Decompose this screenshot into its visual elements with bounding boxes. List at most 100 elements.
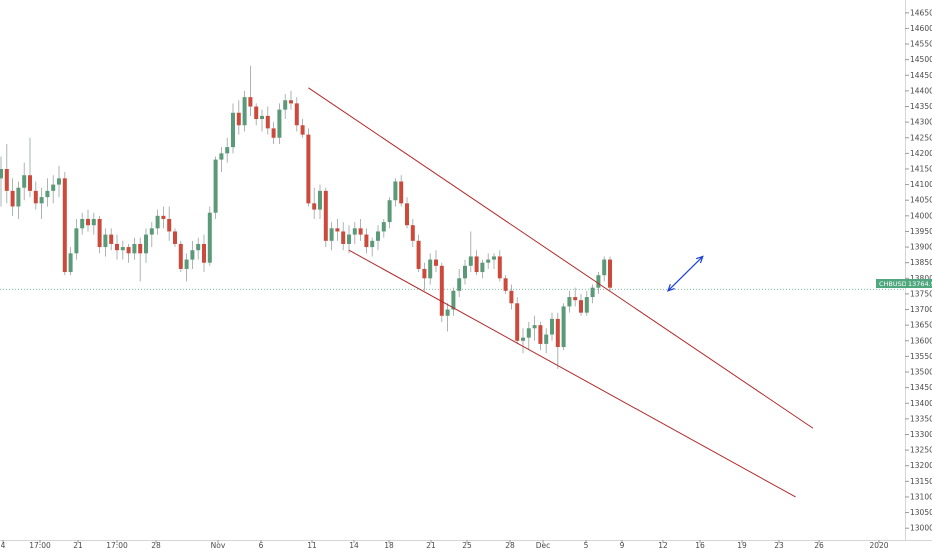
candle-up bbox=[260, 115, 264, 120]
candle-down bbox=[289, 100, 293, 104]
candle-up bbox=[486, 259, 491, 263]
candle-up bbox=[155, 215, 160, 229]
candle-down bbox=[10, 190, 15, 207]
price-tick-label: 13400.0 bbox=[910, 399, 932, 408]
candle-down bbox=[364, 234, 369, 248]
time-tick-label: 17:00 bbox=[29, 541, 51, 550]
candle-up bbox=[68, 253, 73, 273]
candle-up bbox=[480, 262, 485, 273]
price-tick-label: 13850.0 bbox=[910, 258, 932, 267]
candle-down bbox=[503, 278, 508, 291]
time-tick-label: 12 bbox=[658, 541, 668, 550]
candle-up bbox=[132, 243, 137, 254]
time-tick-label: 21 bbox=[426, 541, 436, 550]
candle-down bbox=[323, 190, 328, 241]
time-tick-label: 21 bbox=[73, 541, 83, 550]
candle-up bbox=[457, 278, 462, 291]
price-tick-label: 14200.0 bbox=[910, 149, 932, 158]
candle-up bbox=[468, 256, 473, 266]
candle-down bbox=[434, 259, 438, 266]
price-tick-label: 14650.0 bbox=[910, 8, 932, 17]
candle-down bbox=[579, 300, 583, 313]
candle-up bbox=[57, 178, 61, 185]
price-tick-label: 14050.0 bbox=[910, 196, 932, 205]
candle-down bbox=[416, 240, 421, 269]
candle-down bbox=[62, 178, 67, 273]
time-tick-label: 6 bbox=[259, 541, 264, 550]
candle-down bbox=[335, 228, 340, 232]
time-tick-label: 2020 bbox=[869, 541, 888, 550]
candle-down bbox=[300, 125, 305, 135]
candle-down bbox=[555, 318, 560, 348]
candle-down bbox=[4, 168, 9, 191]
price-tick-label: 13900.0 bbox=[910, 243, 932, 252]
price-tick-label: 14550.0 bbox=[910, 40, 932, 49]
price-tick-label: 13600.0 bbox=[910, 336, 932, 345]
time-tick-label: 19 bbox=[737, 541, 747, 550]
price-tick-label: 14350.0 bbox=[910, 102, 932, 111]
candle-up bbox=[445, 309, 450, 316]
price-tick-label: 14600.0 bbox=[910, 24, 932, 33]
candle-up bbox=[329, 228, 334, 241]
candle-up bbox=[22, 175, 27, 188]
price-tick-label: 14500.0 bbox=[910, 55, 932, 64]
candle-down bbox=[294, 103, 299, 126]
plot-area[interactable] bbox=[0, 65, 905, 498]
candle-up bbox=[45, 190, 50, 198]
price-tick-label: 13800.0 bbox=[910, 274, 932, 283]
projection-arrow-head bbox=[695, 255, 704, 264]
candle-up bbox=[213, 159, 218, 213]
candle-up bbox=[219, 153, 224, 160]
time-axis[interactable]: 4 17:00 21 17:00 28 Nov 6 11 14 18 21 25 28 Dec 5 9 12 16… bbox=[1, 540, 889, 550]
candle-down bbox=[515, 303, 520, 341]
candle-down bbox=[341, 231, 346, 244]
candle-up bbox=[428, 259, 433, 279]
time-tick-label: 28 bbox=[151, 541, 161, 550]
candle-up bbox=[103, 234, 108, 248]
candle-up bbox=[196, 243, 201, 251]
price-tick-label: 13100.0 bbox=[910, 492, 932, 501]
candle-down bbox=[474, 256, 479, 273]
candle-down bbox=[422, 268, 427, 279]
candle-up bbox=[207, 212, 212, 263]
candle-down bbox=[439, 265, 444, 316]
candle-down bbox=[28, 175, 32, 191]
candle-up bbox=[190, 250, 195, 260]
candle-down bbox=[178, 243, 183, 269]
candle-up bbox=[225, 147, 230, 154]
candle-up bbox=[277, 109, 282, 138]
candle-up bbox=[370, 240, 375, 248]
price-tick-label: 13000.0 bbox=[910, 524, 932, 533]
candle-up bbox=[242, 97, 247, 126]
candle-up bbox=[567, 297, 572, 307]
candle-down bbox=[202, 243, 206, 263]
candle-up bbox=[80, 218, 85, 229]
candle-down bbox=[608, 259, 612, 288]
candle-down bbox=[236, 112, 241, 126]
price-tick-label: 13750.0 bbox=[910, 289, 932, 298]
candle-up bbox=[0, 168, 3, 179]
candle-up bbox=[532, 325, 537, 329]
candle-down bbox=[265, 115, 270, 129]
candle-down bbox=[306, 134, 311, 204]
time-tick-label: 25 bbox=[462, 541, 472, 550]
candle-down bbox=[109, 234, 114, 244]
candle-up bbox=[74, 228, 79, 254]
time-tick-label: 5 bbox=[584, 541, 589, 550]
candle-down bbox=[138, 243, 143, 254]
time-tick-label: 14 bbox=[349, 541, 359, 550]
time-tick-label: 11 bbox=[307, 541, 317, 550]
candle-up bbox=[318, 190, 322, 210]
price-axis[interactable]: 14650.0 14600.0 14550.0 14500.0 14450.0 14400… bbox=[905, 8, 932, 533]
time-tick-label: Nov bbox=[211, 541, 226, 550]
price-tick-label: 13300.0 bbox=[910, 430, 932, 439]
candle-up bbox=[144, 234, 148, 254]
candle-up bbox=[231, 112, 235, 148]
channel-lower-line bbox=[348, 249, 796, 498]
time-tick-label: 4 bbox=[1, 541, 6, 550]
candle-up bbox=[590, 287, 595, 298]
candle-down bbox=[271, 128, 276, 138]
price-tick-label: 14300.0 bbox=[910, 118, 932, 127]
price-tick-label: 13500.0 bbox=[910, 368, 932, 377]
